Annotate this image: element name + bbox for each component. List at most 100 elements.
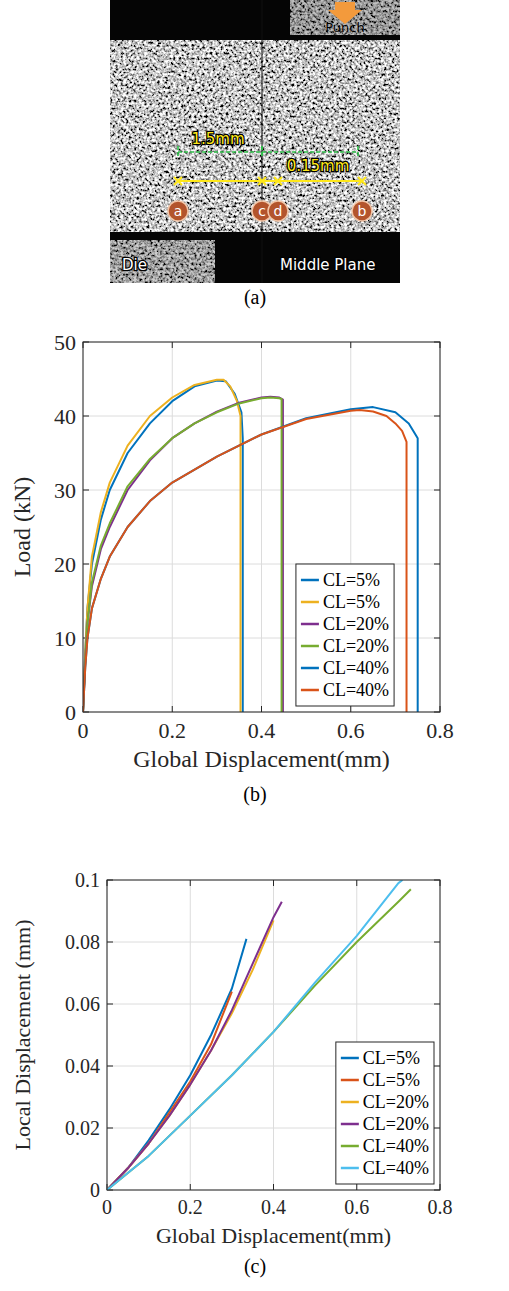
- tick-label: 0.8: [426, 718, 454, 743]
- tick: [83, 490, 440, 491]
- legend-box: [296, 564, 394, 706]
- chart: 00.20.40.60.800.020.040.060.080.1Global …: [10, 869, 453, 1248]
- y-axis-title: Load (kN): [9, 477, 35, 578]
- legend-label: CL=20%: [323, 636, 389, 656]
- legend-label: CL=5%: [323, 570, 380, 590]
- grid-line: [190, 880, 191, 1190]
- dimension-label: 1.5mm: [191, 130, 244, 148]
- tick-label: 20: [54, 552, 76, 577]
- die-label: Die: [122, 256, 147, 274]
- tick-label: 0: [78, 718, 89, 743]
- legend-swatch: [301, 579, 319, 582]
- tick-label: 30: [54, 478, 76, 503]
- tick-label: 0.08: [65, 931, 100, 953]
- series-line: [83, 410, 407, 712]
- series-line: [83, 397, 283, 712]
- legend-label: CL=20%: [323, 614, 389, 634]
- point-badge: [268, 201, 288, 221]
- legend-swatch: [341, 1057, 359, 1060]
- tick-label: 0.4: [248, 718, 276, 743]
- series-line: [83, 380, 241, 712]
- legend-swatch: [301, 667, 319, 670]
- grid-line: [83, 490, 440, 491]
- plot-area: [83, 342, 440, 712]
- grid-line: [273, 880, 274, 1190]
- x-axis-title: Global Displacement(mm): [156, 1223, 391, 1248]
- tick: [107, 1004, 440, 1005]
- specimen: [110, 40, 400, 232]
- tick-label: 0.2: [178, 1196, 203, 1218]
- tick-label: 50: [54, 330, 76, 355]
- x-axis-title: Global Displacement(mm): [133, 746, 390, 772]
- measure-line: [178, 180, 362, 182]
- point-cross: [258, 177, 266, 185]
- die: [110, 240, 215, 283]
- tick-label: 0.1: [75, 869, 100, 891]
- tick-label: 0: [90, 1179, 100, 1201]
- legend-label: CL=5%: [363, 1048, 420, 1068]
- legend-swatch: [341, 1079, 359, 1082]
- tick-label: 0.06: [65, 993, 100, 1015]
- series-line: [107, 920, 274, 1190]
- series-line: [83, 407, 418, 712]
- grid-line: [107, 942, 440, 943]
- legend-label: CL=40%: [363, 1158, 429, 1178]
- legend-swatch: [301, 645, 319, 648]
- legend-swatch: [301, 623, 319, 626]
- tick-label: 0.2: [159, 718, 187, 743]
- tick-label: 0.6: [337, 718, 365, 743]
- figure: PunchDieMiddle Plane1.5mm0.15mmacdb(a)00…: [0, 0, 509, 1291]
- legend-label: CL=20%: [363, 1092, 429, 1112]
- legend-swatch: [301, 689, 319, 692]
- tick-label: 0.8: [428, 1196, 453, 1218]
- point-cross: [358, 177, 366, 185]
- tick-label: 0.4: [261, 1196, 286, 1218]
- chart: 0 0.2 0.4 0.6 0.8 0 10 20 30 40 50 Global Displacem…: [9, 330, 454, 772]
- punch: [290, 0, 400, 35]
- image-panel: PunchDieMiddle Plane1.5mm0.15mmacdb: [110, 0, 400, 283]
- point-label: c: [258, 203, 266, 219]
- tick-label: 10: [54, 626, 76, 651]
- dimension-label: 0.15mm: [287, 157, 350, 175]
- tick: [107, 942, 440, 943]
- tick-label: 0: [65, 700, 76, 725]
- legend-label: CL=5%: [363, 1070, 420, 1090]
- caption: (c): [244, 1255, 266, 1278]
- series-line: [83, 380, 243, 712]
- legend-label: CL=40%: [323, 680, 389, 700]
- legend-swatch: [341, 1145, 359, 1148]
- tick: [190, 880, 191, 1190]
- point-cross: [274, 177, 282, 185]
- series-line: [107, 939, 246, 1190]
- legend-swatch: [341, 1123, 359, 1126]
- plot-frame: [83, 342, 440, 712]
- tick-label: 0.6: [344, 1196, 369, 1218]
- y-axis-title: Local Displacement (mm): [10, 920, 35, 1151]
- middle-plane-line: [261, 0, 263, 283]
- legend-box: [336, 1042, 434, 1184]
- legend-swatch: [341, 1101, 359, 1104]
- caption: (b): [243, 783, 266, 806]
- legend-label: CL=40%: [363, 1136, 429, 1156]
- image-background: [110, 0, 400, 283]
- legend-swatch: [341, 1167, 359, 1170]
- legend-label: CL=5%: [323, 592, 380, 612]
- series-group: [83, 380, 418, 712]
- tick-label: 0: [102, 1196, 112, 1218]
- series-line: [107, 902, 282, 1190]
- plane-label: Middle Plane: [280, 256, 375, 274]
- point-cross: [174, 177, 182, 185]
- plot-frame: [107, 880, 440, 1190]
- legend-label: CL=40%: [323, 658, 389, 678]
- point-badge: [352, 201, 372, 221]
- caption: (a): [244, 286, 266, 309]
- tick-label: 0.04: [65, 1055, 100, 1077]
- punch-label: Punch: [325, 20, 364, 35]
- point-label: b: [358, 203, 367, 219]
- legend-label: CL=20%: [363, 1114, 429, 1134]
- series-line: [83, 398, 282, 713]
- tick: [273, 880, 274, 1190]
- tick-label: 40: [54, 404, 76, 429]
- plot-area: [107, 880, 440, 1190]
- legend-swatch: [301, 601, 319, 604]
